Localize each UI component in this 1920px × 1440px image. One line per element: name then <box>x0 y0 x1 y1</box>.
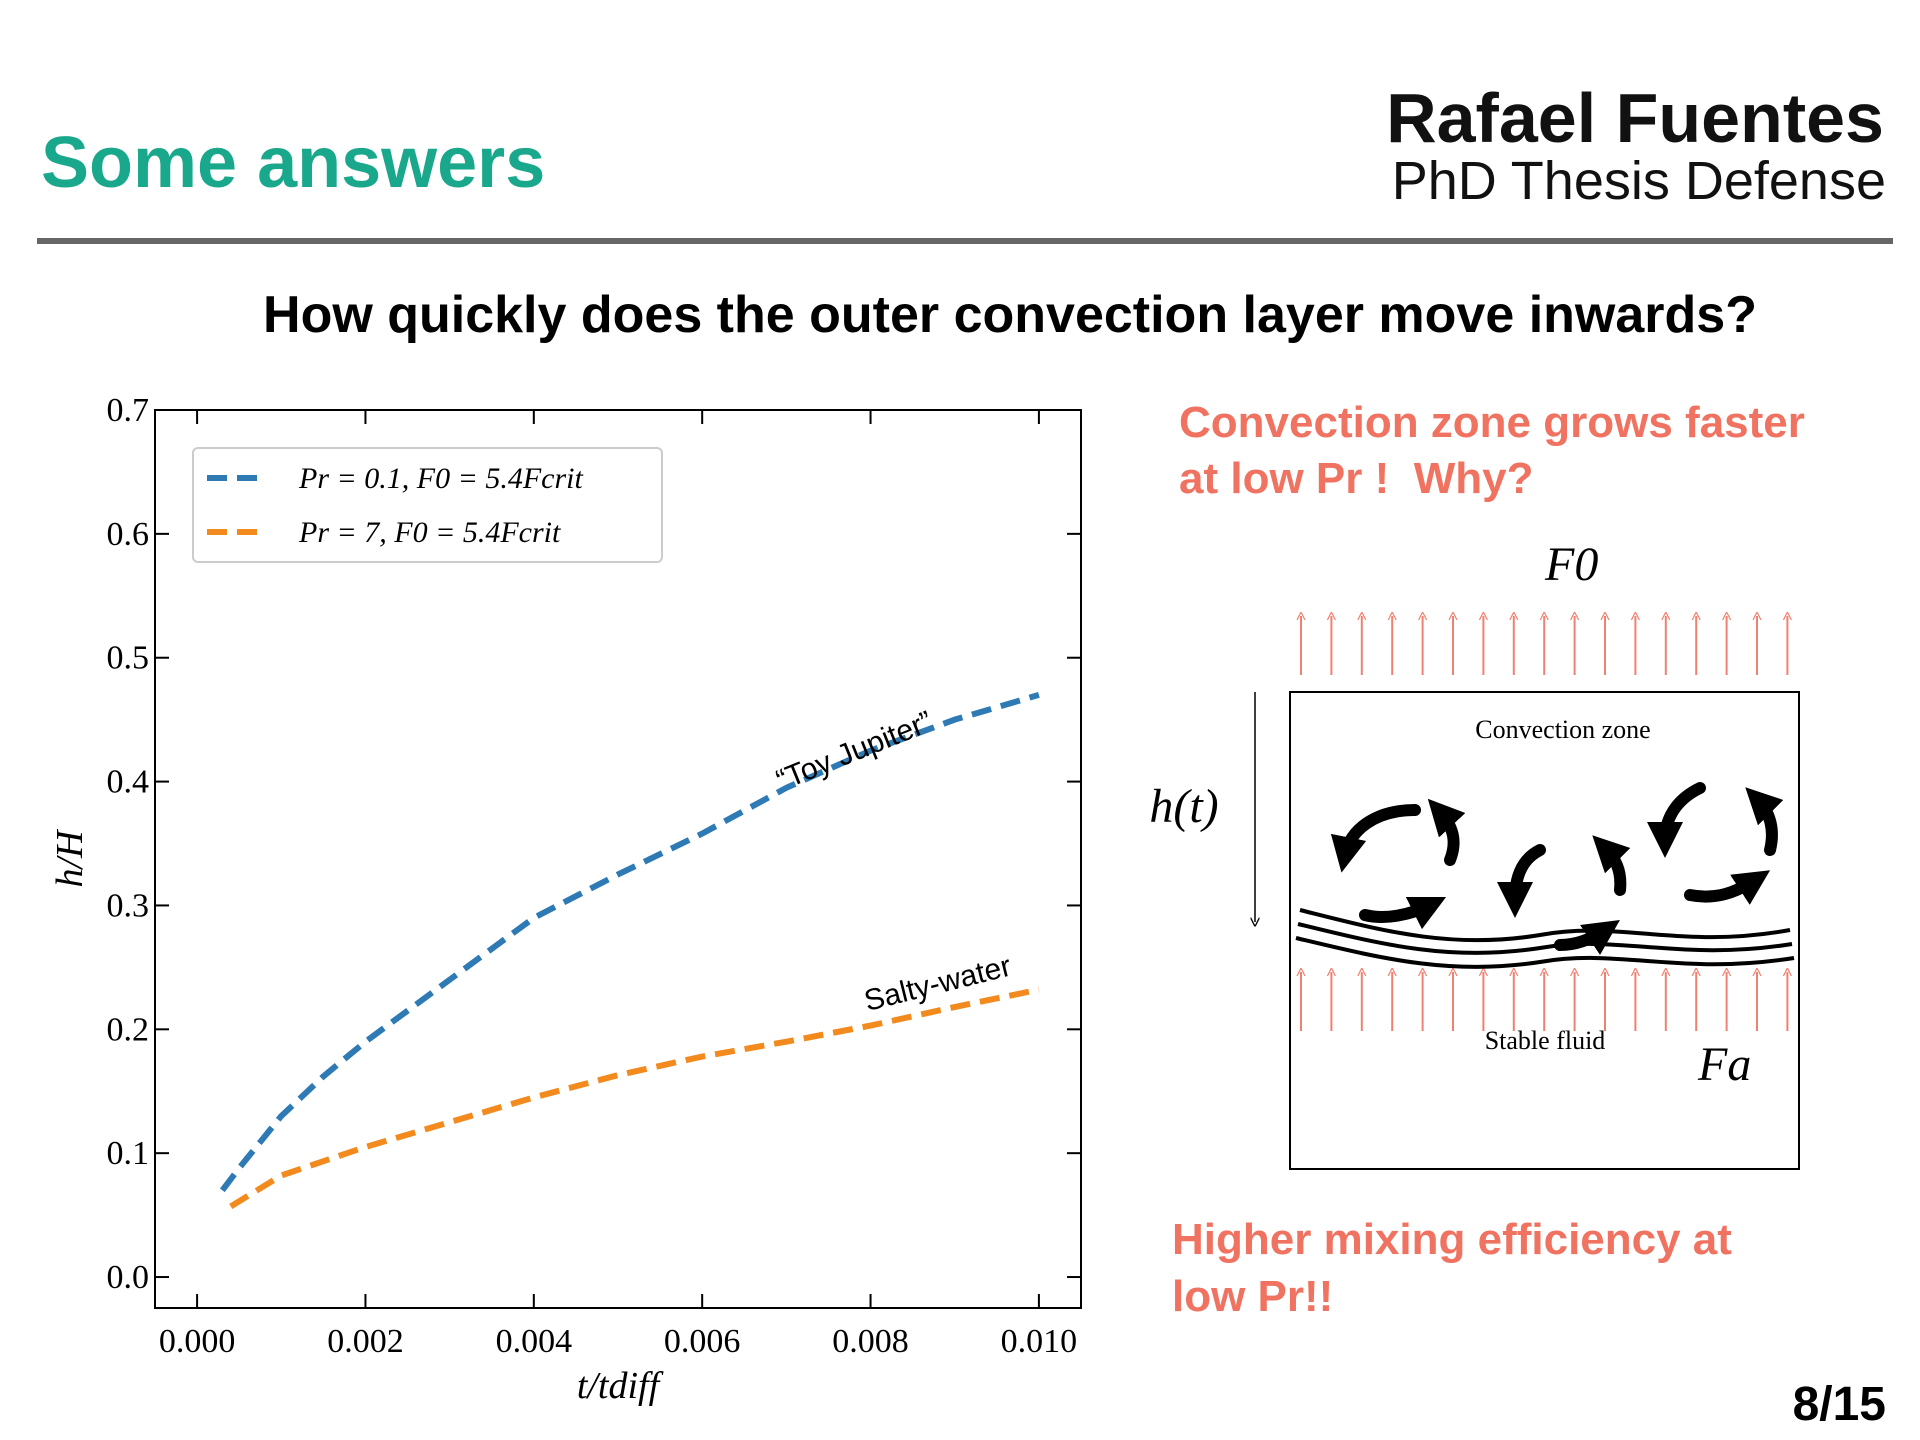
x-tick-label: 0.010 <box>1001 1323 1078 1360</box>
y-tick-label: 0.0 <box>107 1259 150 1296</box>
flux-arrows <box>1301 616 1787 1031</box>
data-line <box>219 692 1040 1193</box>
y-tick-label: 0.4 <box>107 764 150 801</box>
region-label: Convection zone <box>1475 715 1650 744</box>
annotation: “Toy Jupiter” <box>772 705 937 797</box>
plot-frame <box>154 409 1082 1309</box>
interface <box>1295 908 1795 969</box>
diagram: F0 h(t) Convection zone Stable fluid Fa <box>1149 538 1800 1170</box>
header-rule <box>37 238 1893 244</box>
slide-title: Some answers <box>41 123 545 203</box>
note-line: at low Pr ! Why? <box>1179 454 1533 503</box>
x-tick-label: 0.002 <box>327 1323 404 1360</box>
author-name: Rafael Fuentes <box>1386 79 1884 157</box>
y-tick-label: 0.1 <box>107 1135 150 1172</box>
page-number: 8/15 <box>1793 1378 1886 1431</box>
x-tick-label: 0.004 <box>496 1323 573 1360</box>
note-line: low Pr!! <box>1172 1272 1333 1321</box>
note-line: Higher mixing efficiency at <box>1172 1215 1732 1264</box>
chart: 0.0 0.1 0.2 0.3 0.4 0.5 0.6 0.7 0.000 0.002 0.004 0… <box>49 392 1082 1407</box>
legend-label: Pr = 7, F0 = 5.4Fcrit <box>298 516 561 549</box>
annotation: Salty-water <box>861 950 1015 1018</box>
eddy-arrows <box>1330 782 1784 955</box>
note-line: Convection zone grows faster <box>1179 398 1805 447</box>
x-tick-label: 0.008 <box>832 1323 909 1360</box>
y-axis-label: h/H <box>49 828 91 888</box>
x-tick-label: 0.000 <box>159 1323 236 1360</box>
legend-label: Pr = 0.1, F0 = 5.4Fcrit <box>298 462 583 495</box>
question: How quickly does the outer convection la… <box>263 286 1757 344</box>
author-subtitle: PhD Thesis Defense <box>1392 151 1886 211</box>
y-tick-label: 0.2 <box>107 1011 150 1048</box>
flux-label: F0 <box>1544 538 1598 591</box>
data-line <box>229 986 1040 1209</box>
x-axis-label: t/tdiff <box>577 1365 664 1407</box>
flux-label: Fa <box>1697 1038 1751 1091</box>
y-tick-label: 0.5 <box>107 640 150 677</box>
height-label: h(t) <box>1149 780 1218 833</box>
y-tick-label: 0.3 <box>107 887 150 924</box>
y-tick-label: 0.6 <box>107 516 150 553</box>
legend-box <box>192 447 663 563</box>
region-label: Stable fluid <box>1485 1026 1606 1055</box>
diagram-box <box>1289 691 1800 1170</box>
x-tick-label: 0.006 <box>664 1323 741 1360</box>
y-tick-label: 0.7 <box>107 392 150 429</box>
